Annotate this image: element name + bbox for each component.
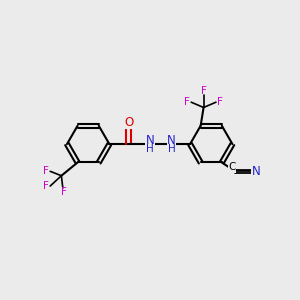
Text: N: N: [146, 134, 155, 147]
Text: C: C: [229, 163, 236, 172]
Text: N: N: [167, 134, 176, 147]
Text: N: N: [252, 165, 260, 178]
Text: F: F: [184, 97, 190, 107]
Text: H: H: [146, 144, 154, 154]
Text: F: F: [44, 181, 49, 191]
Text: F: F: [201, 86, 206, 96]
Text: H: H: [168, 144, 176, 154]
Text: F: F: [217, 97, 223, 107]
Text: O: O: [124, 116, 133, 128]
Text: F: F: [44, 166, 49, 176]
Text: F: F: [61, 187, 67, 196]
